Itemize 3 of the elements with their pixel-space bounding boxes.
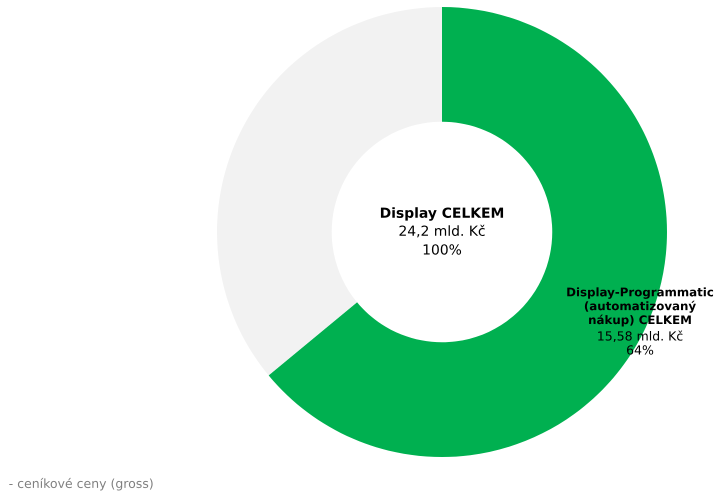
text: - ceníkové ceny (gross): [9, 478, 153, 491]
text: 24,2 mld. Kč 100%: [399, 224, 485, 255]
text: Display CELKEM: [380, 207, 504, 221]
